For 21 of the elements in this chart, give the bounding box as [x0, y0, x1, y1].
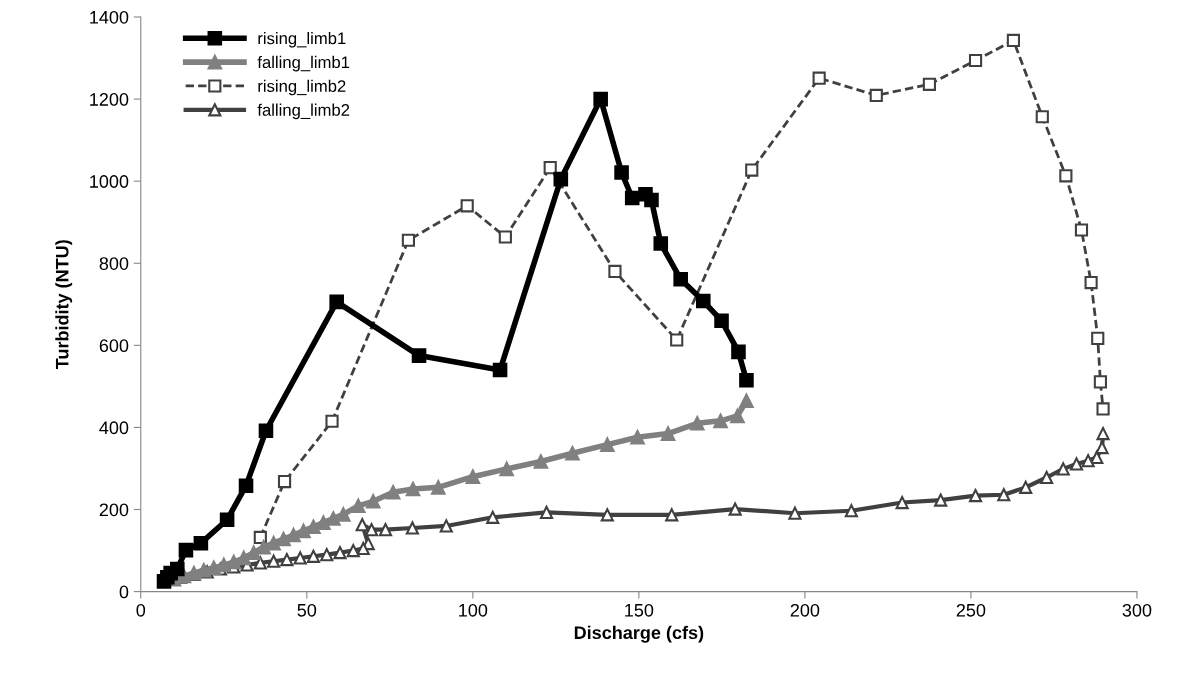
x-tick-label: 200	[790, 603, 820, 617]
y-tick-label: 200	[99, 503, 129, 517]
x-tick-label: 100	[459, 603, 488, 617]
x-tick-label: 0	[136, 603, 146, 617]
legend-label: rising_limb2	[258, 79, 346, 96]
x-tick-label: 250	[956, 603, 986, 617]
y-tick-label: 1000	[90, 175, 129, 188]
y-tick-label: 1200	[90, 93, 129, 106]
y-tick-label: 600	[99, 339, 129, 353]
y-tick-label: 400	[99, 421, 129, 435]
x-tick-label: 50	[297, 603, 317, 617]
x-tick-label: 300	[1122, 603, 1152, 617]
y-tick-label: 800	[99, 257, 129, 270]
x-axis-title: Discharge (cfs)	[574, 625, 704, 643]
legend-label: falling_limb1	[257, 55, 350, 72]
x-tick-label: 150	[625, 603, 654, 617]
y-tick-label: 0	[119, 585, 129, 599]
legend-label: falling_limb2	[257, 103, 350, 120]
y-axis-title: Turbidity (NTU)	[55, 240, 73, 370]
y-tick-label: 1400	[90, 10, 129, 24]
legend-label: rising_limb1	[258, 32, 346, 48]
